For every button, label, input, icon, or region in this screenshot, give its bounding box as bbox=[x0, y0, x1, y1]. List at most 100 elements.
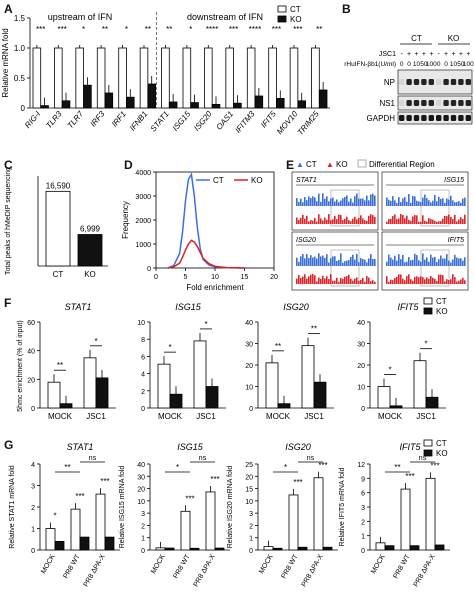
panel-c-bar-chart: Total peaks of hMeDIP sequencing 16,590 CT… bbox=[5, 167, 108, 279]
panel-b-jsc1-sign: + bbox=[429, 51, 433, 58]
panel-e-ct-signal bbox=[448, 199, 450, 206]
panel-f-category-label: MOCK bbox=[48, 412, 73, 421]
panel-b-band-label: NP bbox=[384, 78, 395, 87]
panel-e-ko-signal bbox=[464, 280, 466, 284]
panel-a-category-label: IRF3 bbox=[88, 109, 106, 128]
panel-b-band bbox=[443, 79, 449, 85]
panel-e-ct-signal bbox=[320, 201, 322, 206]
panel-e-ct-signal bbox=[300, 256, 302, 266]
panel-f-bar-ko bbox=[169, 393, 183, 409]
panel-e-ko-signal bbox=[298, 274, 300, 284]
panel-e-ct-signal bbox=[368, 258, 370, 266]
panel-e-ko-signal bbox=[422, 277, 424, 284]
panel-e-ct-signal bbox=[334, 201, 336, 206]
panel-a-bar-ko bbox=[254, 95, 264, 109]
panel-e-ko-signal bbox=[412, 280, 414, 284]
panel-g-category-label: PR8 ΔPA-X bbox=[413, 553, 437, 588]
panel-e-ko-signal bbox=[312, 274, 314, 284]
panel-e-ko-signal bbox=[370, 214, 372, 224]
panel-e-ct-signal bbox=[416, 255, 418, 266]
panel-e-ko-signal bbox=[302, 276, 304, 284]
panel-e-ko-signal bbox=[374, 281, 376, 284]
panel-e-ct-signal bbox=[392, 196, 394, 206]
panel-e-ko-signal bbox=[400, 214, 402, 224]
panel-e-ct-signal bbox=[434, 195, 436, 206]
panel-e-ko-signal bbox=[310, 274, 312, 284]
panel-e-ko-signal bbox=[386, 276, 388, 284]
panel-e-ko-signal bbox=[364, 220, 366, 224]
panel-e-ct-signal bbox=[364, 200, 366, 206]
panel-a-legend-ko-swatch bbox=[277, 15, 287, 23]
panel-e-ko-signal bbox=[354, 278, 356, 284]
panel-g-ylabel: Relative ISG20 mRNA fold bbox=[227, 466, 234, 549]
panel-f-ytick-label: 0 bbox=[31, 406, 35, 413]
panel-e-ko-signal bbox=[348, 274, 350, 284]
panel-e-ct-signal bbox=[336, 260, 338, 266]
panel-b-band bbox=[436, 115, 442, 121]
panel-e-ko-signal bbox=[304, 274, 306, 284]
panel-e-ct-signal bbox=[418, 201, 420, 206]
panel-a-bar-ko bbox=[190, 102, 199, 109]
panel-e-legend-ct-label: CT bbox=[306, 160, 317, 169]
panel-label-f: F bbox=[4, 296, 12, 310]
panel-e-ct-signal bbox=[360, 198, 362, 206]
panel-f-bar-ct bbox=[265, 362, 279, 409]
panel-a-bar-ct bbox=[289, 47, 299, 109]
panel-e-ct-signal bbox=[448, 260, 450, 266]
panel-b-band bbox=[421, 79, 427, 85]
panel-a-category-label: RIG-I bbox=[23, 109, 43, 130]
panel-c-ylabel: Total peaks of hMeDIP sequencing bbox=[5, 167, 12, 275]
panel-e-ko-signal bbox=[302, 214, 304, 224]
panel-e-ko-signal bbox=[396, 219, 398, 224]
panel-b-ifn-dose: 0 bbox=[444, 61, 448, 68]
panel-e-ct-signal bbox=[438, 259, 440, 266]
panel-e-ct-signal bbox=[428, 261, 430, 266]
panel-a-bar-ko bbox=[104, 92, 114, 109]
panel-d-legend-ko-label: KO bbox=[251, 176, 263, 185]
panel-e-ct-signal bbox=[372, 258, 374, 266]
panel-g-sig-label: *** bbox=[75, 492, 84, 501]
panel-d-series-line bbox=[167, 239, 245, 269]
panel-e-ct-signal bbox=[432, 200, 434, 206]
panel-e-ko-signal bbox=[464, 214, 466, 224]
panel-e-ct-signal bbox=[454, 202, 456, 206]
panel-e-ct-signal bbox=[346, 195, 348, 206]
panel-e-ko-signal bbox=[336, 277, 338, 284]
panel-e-ct-signal bbox=[368, 200, 370, 206]
panel-e-ko-signal bbox=[414, 277, 416, 284]
panel-e-differential-region bbox=[330, 249, 360, 287]
panel-g-bar-ct bbox=[95, 493, 106, 551]
panel-g-ytick-label: 9 bbox=[361, 476, 365, 483]
panel-e-ko-signal bbox=[412, 216, 414, 224]
panel-e-ct-signal bbox=[430, 202, 432, 206]
panel-e-ct-signal bbox=[392, 259, 394, 266]
panel-e-ct-signal bbox=[300, 198, 302, 206]
panel-e-gene-label: IFIT5 bbox=[448, 237, 464, 244]
panel-b-band bbox=[458, 79, 464, 85]
panel-g-ytick-label: 2 bbox=[141, 523, 145, 530]
panel-e-legend-ko-marker: ▲ bbox=[326, 160, 334, 169]
panel-e-ko-signal bbox=[426, 277, 428, 284]
panel-e-ct-signal bbox=[452, 200, 454, 206]
panel-f-bar-ct bbox=[83, 357, 97, 409]
panel-e-ko-signal bbox=[394, 278, 396, 284]
panel-e-ko-signal bbox=[308, 276, 310, 284]
panel-e-ct-signal bbox=[418, 260, 420, 266]
panel-a-ylabel: Relative mRNA fold bbox=[1, 28, 10, 97]
panel-f-bar-ko bbox=[425, 396, 439, 409]
panel-e-ct-signal bbox=[316, 201, 318, 206]
panel-e-ct-signal bbox=[406, 201, 408, 206]
panel-e-ko-signal bbox=[442, 218, 444, 224]
panel-e-ko-signal bbox=[392, 216, 394, 224]
panel-g-legend-ct-label: CT bbox=[436, 439, 447, 448]
panel-a-legend-ct-swatch bbox=[277, 5, 287, 13]
panel-e-ko-signal bbox=[434, 220, 436, 224]
panel-g-category-label: PR8 WT bbox=[280, 553, 300, 580]
panel-e-ct-signal bbox=[454, 254, 456, 266]
panel-e-ko-signal bbox=[316, 281, 318, 284]
panel-e-ko-signal bbox=[324, 217, 326, 224]
panel-b-jsc1-sign: + bbox=[444, 51, 448, 58]
panel-e-ko-signal bbox=[460, 279, 462, 284]
panel-b-band bbox=[413, 100, 420, 106]
